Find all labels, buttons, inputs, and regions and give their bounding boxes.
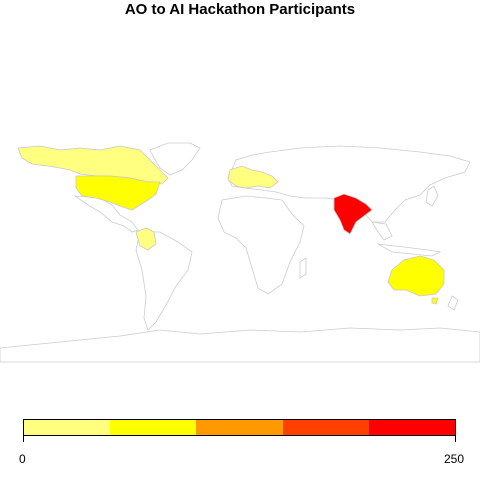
legend-tick-min [23,436,24,442]
greenland-shape [149,142,201,176]
madagascar-shape [299,257,307,279]
antarctica-shape [0,327,480,363]
mexico-shape [73,195,139,233]
australia-shape [387,255,445,297]
color-scale-legend [23,419,456,436]
japan-shape [425,185,439,207]
usa-shape [75,175,161,211]
colombia-shape [135,227,157,251]
india-shape [333,193,373,235]
legend-bin-2 [110,420,197,435]
legend-max-label: 250 [444,452,465,466]
legend-min-label: 0 [19,452,26,466]
south-america-shape [135,231,193,331]
legend-tick-max [455,436,456,442]
western-europe-shape [227,165,279,189]
legend-bin-4 [282,420,369,435]
southeast-asia-shape [371,221,393,241]
new-zealand-shape [447,295,459,311]
map-title: AO to AI Hackathon Participants [124,1,356,18]
indonesia-shape [377,243,442,257]
africa-shape [217,195,305,295]
legend-bin-3 [196,420,283,435]
eurasia-shape [227,145,471,223]
world-map [0,142,480,363]
legend-bin-1 [24,420,111,435]
legend-bin-5 [368,420,456,435]
tasmania-shape [431,297,439,305]
